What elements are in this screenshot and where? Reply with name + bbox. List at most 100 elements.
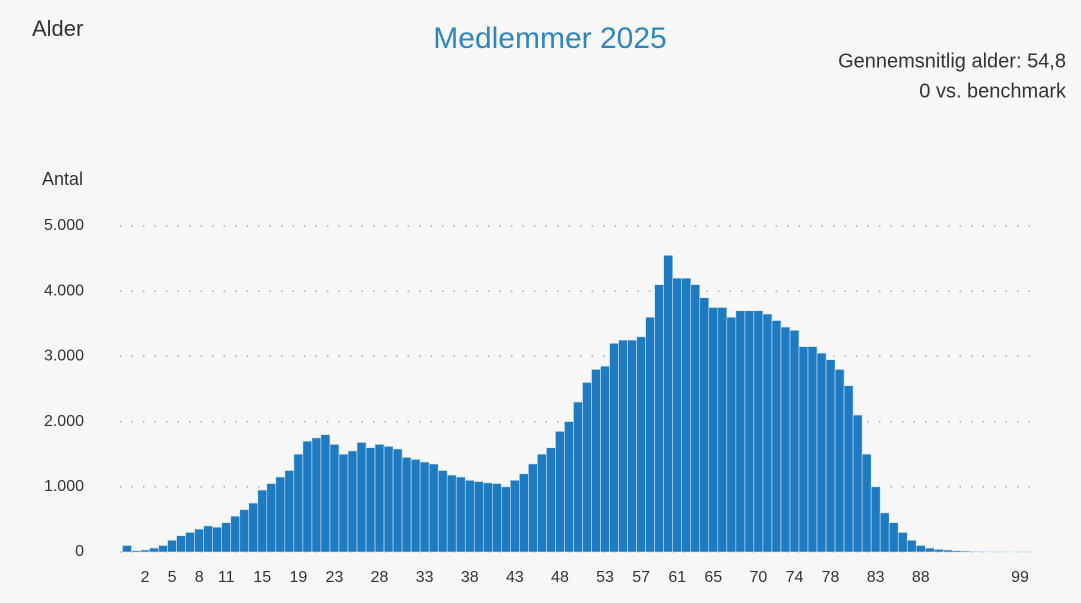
bar [745, 311, 754, 552]
bar [312, 438, 321, 552]
bar [168, 540, 177, 552]
bar [384, 446, 393, 552]
bar [537, 454, 546, 552]
x-tick-label: 53 [596, 569, 614, 586]
y-tick-label: 5.000 [44, 217, 84, 234]
bar [285, 471, 294, 553]
bar [357, 442, 366, 552]
bar [465, 480, 474, 552]
x-tick-label: 23 [326, 569, 344, 586]
chart: Alder Medlemmer 2025 Gennemsnitlig alder… [0, 0, 1081, 603]
bar [546, 448, 555, 552]
bar [943, 550, 952, 552]
bar [700, 298, 709, 552]
bar [195, 529, 204, 552]
y-tick-label: 4.000 [44, 282, 84, 299]
x-tick-label: 15 [253, 569, 271, 586]
bar [601, 366, 610, 552]
bar [510, 480, 519, 552]
bar [691, 285, 700, 552]
bar [186, 532, 195, 552]
bar [889, 523, 898, 552]
bar [267, 484, 276, 552]
bar [898, 532, 907, 552]
bar [709, 308, 718, 553]
x-tick-label: 99 [1011, 569, 1029, 586]
bar [339, 454, 348, 552]
x-tick-label: 48 [551, 569, 569, 586]
bar [555, 431, 564, 552]
x-tick-label: 74 [786, 569, 804, 586]
bar [483, 483, 492, 552]
bar [772, 321, 781, 552]
y-tick-label: 2.000 [44, 413, 84, 430]
bar [447, 475, 456, 552]
chart-title: Medlemmer 2025 [433, 22, 666, 55]
bar [240, 510, 249, 552]
bar [736, 311, 745, 552]
bar [438, 471, 447, 553]
bar [402, 457, 411, 552]
y-tick-label: 3.000 [44, 348, 84, 365]
x-tick-label: 11 [218, 569, 235, 586]
bar [907, 540, 916, 552]
x-tick-label: 65 [704, 569, 722, 586]
bar [637, 337, 646, 552]
bar [808, 347, 817, 552]
bar [619, 340, 628, 552]
x-tick-label: 78 [822, 569, 840, 586]
bar [411, 459, 420, 552]
bar [790, 330, 799, 552]
bar [348, 451, 357, 552]
bar [835, 369, 844, 552]
bar [781, 327, 790, 552]
bar [231, 516, 240, 552]
x-tick-label: 33 [416, 569, 434, 586]
bar [817, 353, 826, 552]
section-label: Alder [32, 16, 83, 41]
bar [132, 551, 141, 552]
bar [177, 536, 186, 552]
bar [682, 278, 691, 552]
bar [664, 255, 673, 552]
bar [952, 551, 961, 552]
bar [727, 317, 736, 552]
bar [916, 545, 925, 552]
x-tick-label: 38 [461, 569, 479, 586]
bar [492, 484, 501, 552]
bar [646, 317, 655, 552]
bar [294, 454, 303, 552]
bar [655, 285, 664, 552]
bar [519, 474, 528, 552]
bar [880, 513, 889, 552]
bar [276, 477, 285, 552]
bar [583, 382, 592, 552]
x-tick-label: 43 [506, 569, 524, 586]
bar [393, 449, 402, 552]
bar [141, 550, 150, 552]
bar [375, 444, 384, 552]
bar [474, 482, 483, 552]
bar [799, 347, 808, 552]
y-tick-label: 1.000 [44, 478, 84, 495]
bar [871, 487, 880, 552]
x-tick-label: 88 [912, 569, 930, 586]
x-tick-label: 8 [195, 569, 204, 586]
bar [628, 340, 637, 552]
x-tick-label: 83 [867, 569, 885, 586]
bar [564, 422, 573, 552]
bar [979, 551, 988, 552]
x-tick-label: 2 [141, 569, 150, 586]
bar [573, 402, 582, 552]
bar [321, 435, 330, 552]
bar [204, 526, 213, 552]
x-tick-label: 61 [668, 569, 686, 586]
annotation: Gennemsnitlig alder: 54,8 [838, 50, 1066, 72]
bar [456, 477, 465, 552]
bar [934, 549, 943, 552]
bar [754, 311, 763, 552]
x-tick-label: 5 [168, 569, 177, 586]
bar [330, 444, 339, 552]
y-axis-label: Antal [42, 169, 83, 189]
bar [420, 462, 429, 552]
